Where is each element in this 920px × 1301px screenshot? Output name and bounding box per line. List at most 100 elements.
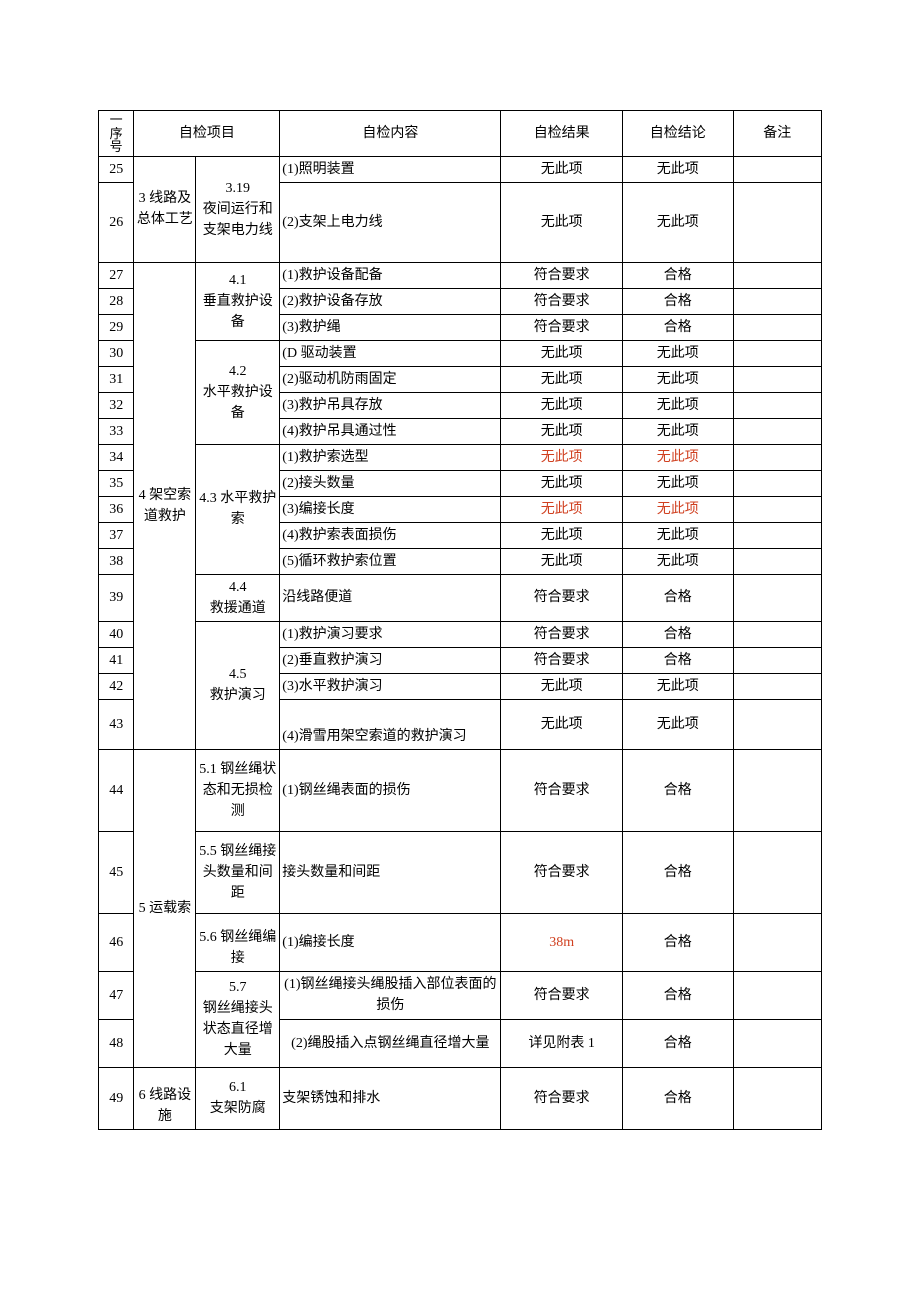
sub-61: 6.1 支架防腐 (196, 1067, 280, 1129)
res-38: 无此项 (501, 548, 623, 574)
note-27 (733, 262, 821, 288)
inspection-table: 一序号 自检项目 自检内容 自检结果 自检结论 备注 25 3 线路及总体工艺 … (98, 110, 822, 1130)
header-res: 自检结果 (501, 111, 623, 157)
res-26: 无此项 (501, 182, 623, 262)
item-30: (D 驱动装置 (280, 340, 501, 366)
res-29: 符合要求 (501, 314, 623, 340)
conc-45: 合格 (622, 831, 733, 913)
table-row: 27 4 架空索道救护 4.1 垂直救护设备 (1)救护设备配备 符合要求 合格 (99, 262, 822, 288)
conc-44: 合格 (622, 749, 733, 831)
res-31: 无此项 (501, 366, 623, 392)
header-seq: 一序号 (99, 111, 134, 157)
conc-43: 无此项 (622, 699, 733, 749)
conc-30: 无此项 (622, 340, 733, 366)
note-40 (733, 621, 821, 647)
conc-38: 无此项 (622, 548, 733, 574)
res-47: 符合要求 (501, 971, 623, 1019)
res-46: 38m (501, 913, 623, 971)
header-item: 自检内容 (280, 111, 501, 157)
header-cat: 自检项目 (134, 111, 280, 157)
note-49 (733, 1067, 821, 1129)
table-row: 34 4.3 水平救护索 (1)救护索选型 无此项 无此项 (99, 444, 822, 470)
item-43: (4)滑雪用架空索道的救护演习 (280, 699, 501, 749)
item-41: (2)垂直救护演习 (280, 647, 501, 673)
conc-48: 合格 (622, 1019, 733, 1067)
seq-47: 47 (99, 971, 134, 1019)
item-29: (3)救护绳 (280, 314, 501, 340)
res-27: 符合要求 (501, 262, 623, 288)
item-34: (1)救护索选型 (280, 444, 501, 470)
conc-42: 无此项 (622, 673, 733, 699)
note-37 (733, 522, 821, 548)
item-32: (3)救护吊具存放 (280, 392, 501, 418)
res-40: 符合要求 (501, 621, 623, 647)
res-35: 无此项 (501, 470, 623, 496)
sub-43: 4.3 水平救护索 (196, 444, 280, 574)
res-36: 无此项 (501, 496, 623, 522)
item-27: (1)救护设备配备 (280, 262, 501, 288)
seq-29: 29 (99, 314, 134, 340)
conc-31: 无此项 (622, 366, 733, 392)
item-26: (2)支架上电力线 (280, 182, 501, 262)
item-36: (3)编接长度 (280, 496, 501, 522)
seq-39: 39 (99, 574, 134, 621)
res-30: 无此项 (501, 340, 623, 366)
seq-45: 45 (99, 831, 134, 913)
conc-40: 合格 (622, 621, 733, 647)
sub-45: 4.5 救护演习 (196, 621, 280, 749)
item-39: 沿线路便道 (280, 574, 501, 621)
table-row: 46 5.6 钢丝绳编接 (1)编接长度 38m 合格 (99, 913, 822, 971)
header-note: 备注 (733, 111, 821, 157)
conc-46: 合格 (622, 913, 733, 971)
sub-42: 4.2 水平救护设备 (196, 340, 280, 444)
sub-57: 5.7 钢丝绳接头状态直径增大量 (196, 971, 280, 1067)
item-35: (2)接头数量 (280, 470, 501, 496)
item-40: (1)救护演习要求 (280, 621, 501, 647)
note-46 (733, 913, 821, 971)
res-48: 详见附表 1 (501, 1019, 623, 1067)
table-row: 39 4.4 救援通道 沿线路便道 符合要求 合格 (99, 574, 822, 621)
conc-29: 合格 (622, 314, 733, 340)
conc-28: 合格 (622, 288, 733, 314)
seq-48: 48 (99, 1019, 134, 1067)
note-43 (733, 699, 821, 749)
sub-56: 5.6 钢丝绳编接 (196, 913, 280, 971)
seq-37: 37 (99, 522, 134, 548)
seq-36: 36 (99, 496, 134, 522)
item-28: (2)救护设备存放 (280, 288, 501, 314)
note-29 (733, 314, 821, 340)
note-39 (733, 574, 821, 621)
note-42 (733, 673, 821, 699)
seq-26: 26 (99, 182, 134, 262)
item-47: (1)钢丝绳接头绳股插入部位表面的损伤 (280, 971, 501, 1019)
item-49: 支架锈蚀和排水 (280, 1067, 501, 1129)
note-32 (733, 392, 821, 418)
seq-28: 28 (99, 288, 134, 314)
seq-25: 25 (99, 156, 134, 182)
note-30 (733, 340, 821, 366)
note-47 (733, 971, 821, 1019)
note-48 (733, 1019, 821, 1067)
conc-41: 合格 (622, 647, 733, 673)
note-26 (733, 182, 821, 262)
res-39: 符合要求 (501, 574, 623, 621)
note-31 (733, 366, 821, 392)
cat-6: 6 线路设施 (134, 1067, 196, 1129)
conc-35: 无此项 (622, 470, 733, 496)
conc-47: 合格 (622, 971, 733, 1019)
seq-40: 40 (99, 621, 134, 647)
item-44: (1)钢丝绳表面的损伤 (280, 749, 501, 831)
res-37: 无此项 (501, 522, 623, 548)
note-38 (733, 548, 821, 574)
note-33 (733, 418, 821, 444)
cat-3: 3 线路及总体工艺 (134, 156, 196, 262)
res-32: 无此项 (501, 392, 623, 418)
seq-32: 32 (99, 392, 134, 418)
header-seq-line1: 一 (101, 113, 131, 127)
seq-27: 27 (99, 262, 134, 288)
seq-38: 38 (99, 548, 134, 574)
conc-36: 无此项 (622, 496, 733, 522)
res-43: 无此项 (501, 699, 623, 749)
res-33: 无此项 (501, 418, 623, 444)
conc-49: 合格 (622, 1067, 733, 1129)
